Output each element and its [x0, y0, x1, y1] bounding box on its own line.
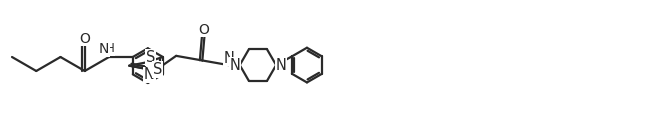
Text: N: N — [229, 58, 240, 73]
Text: S: S — [153, 62, 162, 77]
Text: N: N — [276, 58, 287, 73]
Text: H: H — [105, 42, 114, 56]
Text: S: S — [146, 50, 155, 65]
Text: N: N — [144, 68, 155, 83]
Text: O: O — [79, 32, 90, 46]
Text: N: N — [99, 42, 109, 56]
Text: O: O — [198, 23, 209, 37]
Text: N: N — [224, 51, 235, 66]
